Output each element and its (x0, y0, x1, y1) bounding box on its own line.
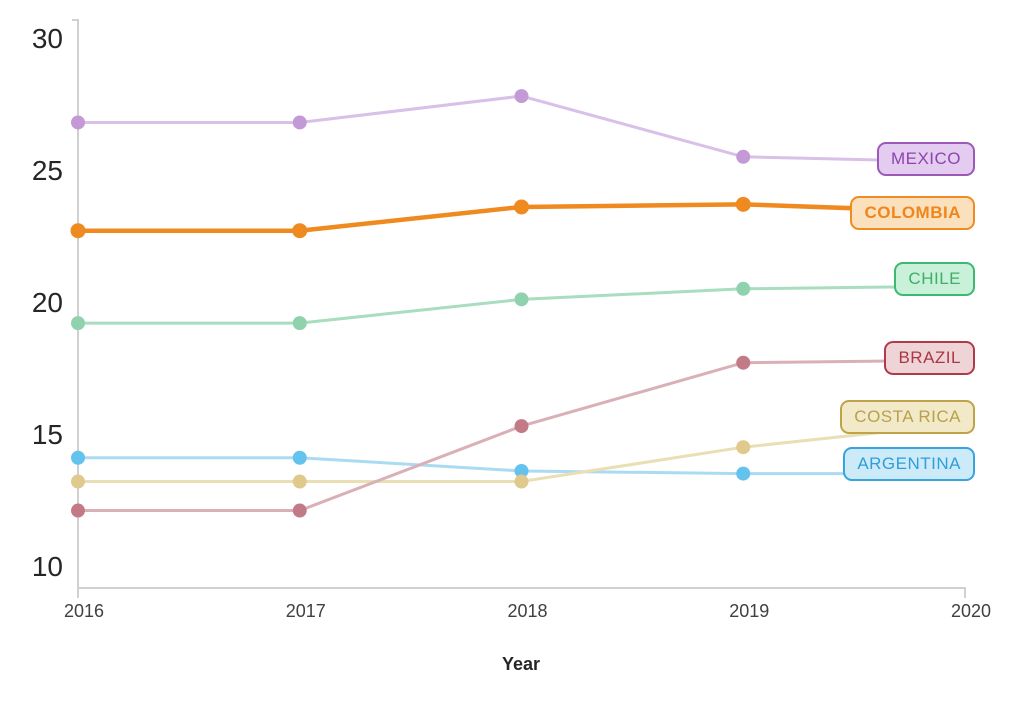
x-axis-tick-label: 2020 (951, 601, 991, 621)
series-marker-brazil (514, 419, 529, 434)
series-marker-argentina (292, 450, 307, 465)
series-label-brazil: BRAZIL (884, 341, 975, 375)
series-marker-argentina (71, 450, 85, 465)
series-marker-brazil (292, 503, 307, 518)
x-axis-tick-label: 2017 (286, 601, 326, 621)
series-label-colombia: COLOMBIA (850, 196, 975, 230)
series-layer (70, 89, 968, 518)
series-label-argentina: ARGENTINA (843, 447, 975, 481)
series-marker-chile (292, 316, 307, 331)
series-marker-chile (514, 292, 529, 307)
series-marker-brazil (736, 355, 751, 370)
series-marker-mexico (736, 149, 751, 164)
x-axis-title: Year (502, 654, 540, 674)
x-axis-tick-label: 2018 (507, 601, 547, 621)
series-marker-chile (71, 316, 85, 331)
series-marker-argentina (736, 466, 751, 481)
y-axis-tick-label: 25 (32, 155, 63, 186)
series-marker-chile (736, 281, 751, 296)
series-line-mexico (76, 94, 967, 164)
series-marker-colombia (292, 223, 308, 239)
series-marker-mexico (71, 115, 85, 130)
series-label-costa-rica: COSTA RICA (840, 400, 975, 434)
series-label-chile: CHILE (894, 262, 975, 296)
series-marker-costa-rica (292, 474, 307, 489)
x-axis-tick-label: 2016 (64, 601, 104, 621)
series-marker-brazil (71, 503, 85, 518)
series-marker-colombia (735, 196, 751, 212)
series-marker-argentina (514, 463, 529, 478)
series-marker-colombia (70, 223, 86, 239)
series-marker-colombia (514, 199, 529, 215)
y-axis-tick-label: 10 (32, 551, 63, 582)
x-axis-tick-label: 2019 (729, 601, 769, 621)
series-marker-mexico (514, 89, 529, 104)
series-marker-costa-rica (736, 440, 751, 455)
series-marker-costa-rica (514, 474, 529, 489)
x-axis-line (77, 587, 966, 598)
series-marker-costa-rica (71, 474, 85, 489)
series-marker-mexico (292, 115, 307, 130)
y-axis-tick-label: 15 (32, 419, 63, 450)
series-label-mexico: MEXICO (876, 142, 975, 176)
y-axis-line (72, 19, 79, 588)
y-axis-tick-label: 20 (32, 287, 63, 318)
y-axis-tick-label: 30 (32, 23, 63, 54)
